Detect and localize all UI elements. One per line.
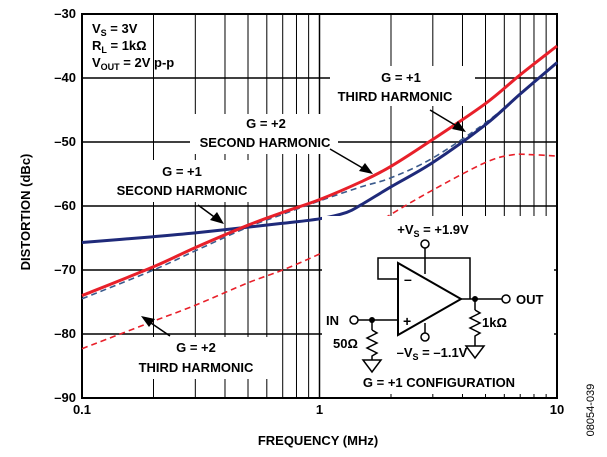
label-g1-third-line1: G = +1 [381, 70, 421, 85]
condition-vout: VOUT = 2V p-p [92, 55, 174, 72]
pointer-head-g1-second [210, 212, 224, 224]
label-g1-second-line1: G = +1 [162, 164, 202, 179]
in-terminal [350, 316, 358, 324]
label-g2-second-line2: SECOND HARMONIC [200, 135, 331, 150]
label-g2-second-line1: G = +2 [246, 116, 286, 131]
pointer-head-g2-second [359, 163, 373, 174]
condition-rl: RL = 1kΩ [92, 38, 147, 55]
y-axis-label: DISTORTION (dBc) [18, 154, 33, 271]
figure-id: 08054-039 [585, 384, 597, 437]
y-tick-label: –70 [54, 262, 76, 277]
label-g1-third-line2: THIRD HARMONIC [338, 89, 453, 104]
inset-rin-label: 50Ω [333, 336, 358, 351]
opamp-minus: – [404, 271, 412, 287]
supply-pos-terminal [421, 240, 429, 248]
inset-supply-neg: –VS = –1.1V [397, 345, 468, 362]
y-tick-label: –30 [54, 6, 76, 21]
condition-vs: VS = 3V [92, 21, 138, 38]
pointer-head-g1-third [452, 121, 466, 132]
y-tick-label: –60 [54, 198, 76, 213]
label-g2-third-line1: G = +2 [176, 340, 216, 355]
inset-config-label: G = +1 CONFIGURATION [363, 375, 515, 390]
conditions-block: VS = 3V RL = 1kΩ VOUT = 2V p-p [92, 21, 174, 72]
supply-neg-terminal [421, 333, 429, 341]
y-tick-label: –50 [54, 134, 76, 149]
inset-schematic: +VS = +1.9V – + OUT 1kΩ –VS = –1.1V IN 5… [322, 216, 554, 394]
x-tick-label: 0.1 [73, 402, 91, 417]
out-terminal [502, 295, 510, 303]
inset-in-label: IN [326, 313, 339, 328]
label-g2-third-line2: THIRD HARMONIC [139, 360, 254, 375]
pointer-g2-second [330, 149, 366, 170]
label-g1-second-line2: SECOND HARMONIC [117, 183, 248, 198]
opamp-plus: + [403, 313, 411, 329]
inset-out-label: OUT [516, 292, 544, 307]
inset-rload-label: 1kΩ [482, 315, 507, 330]
y-tick-label: –40 [54, 70, 76, 85]
y-tick-label: –80 [54, 326, 76, 341]
x-tick-label: 1 [316, 402, 323, 417]
x-axis-label: FREQUENCY (MHz) [258, 433, 378, 448]
x-tick-label: 10 [550, 402, 564, 417]
inset-supply-pos: +VS = +1.9V [397, 222, 469, 239]
